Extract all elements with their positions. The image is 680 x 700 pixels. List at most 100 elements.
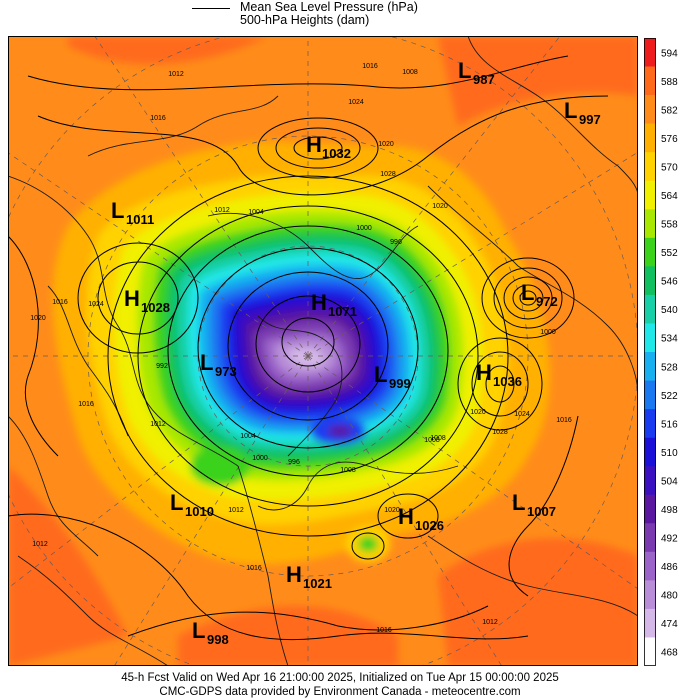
- pressure-center-low: L 987: [458, 58, 495, 87]
- isobar-label: 1008: [430, 435, 446, 442]
- colorbar-label: 480: [661, 591, 678, 602]
- center-letter: L: [170, 490, 183, 515]
- isobar-label: 1024: [514, 411, 530, 418]
- center-letter: H: [306, 132, 322, 157]
- data-credit-text: CMC-GDPS data provided by Environment Ca…: [159, 686, 521, 698]
- center-value: 998: [207, 632, 229, 647]
- isobar-labels: 1012 1016 1016 1008 1020 1024 1028 1012 …: [30, 63, 572, 634]
- center-letter: H: [476, 360, 492, 385]
- isobar-label: 1008: [340, 467, 356, 474]
- pressure-center-low: L 999: [374, 362, 411, 391]
- center-value: 997: [579, 112, 601, 127]
- colorbar: 594 588 582 576 570 564 558 552 546 540 534 528 522 5…: [644, 38, 678, 666]
- colorbar-label: 564: [661, 191, 678, 202]
- colorbar-label: 540: [661, 305, 678, 316]
- isobar-label: 1008: [402, 69, 418, 76]
- colorbar-label: 498: [661, 505, 678, 516]
- center-letter: H: [286, 562, 302, 587]
- isobar-label: 1020: [470, 409, 486, 416]
- pressure-centers: L 987 L 997 H 1032 L 1011 H 1028 H 1071 L 972 L…: [111, 58, 601, 647]
- isobar-label: 1020: [432, 203, 448, 210]
- isobar-legend-line: [192, 8, 230, 9]
- isobar-label: 1000: [356, 225, 372, 232]
- center-letter: L: [111, 198, 124, 223]
- closed-low-core: [328, 425, 352, 437]
- pressure-center-high: H 1026: [398, 504, 444, 533]
- isobar-label: 1004: [240, 433, 256, 440]
- colorbar-label: 516: [661, 419, 678, 430]
- center-value: 1028: [141, 300, 170, 315]
- polar-map: 1012 1016 1016 1008 1020 1024 1028 1012 …: [8, 36, 638, 666]
- colorbar-label: 492: [661, 534, 678, 545]
- height-field-588: [8, 36, 638, 666]
- pressure-center-high: H 1028: [124, 286, 170, 315]
- isobar-label: 1012: [214, 207, 230, 214]
- isobar-label: 996: [390, 239, 402, 246]
- isobar-label: 1008: [424, 437, 440, 444]
- colorbar-swatch: [644, 323, 656, 353]
- pressure-center-low: L 973: [200, 350, 237, 379]
- forecast-valid-text: 45-h Fcst Valid on Wed Apr 16 21:00:00 2…: [121, 672, 559, 684]
- center-letter: L: [512, 490, 525, 515]
- center-letter: H: [124, 286, 140, 311]
- colorbar-label: 576: [661, 134, 678, 145]
- colorbar-label: 546: [661, 277, 678, 288]
- center-value: 987: [473, 72, 495, 87]
- center-value: 1036: [493, 374, 522, 389]
- pressure-center-high: H 1032: [306, 132, 351, 161]
- isobar-label: 1024: [348, 99, 364, 106]
- center-letter: L: [564, 98, 577, 123]
- map-border: [8, 36, 638, 666]
- center-value: 1032: [322, 146, 351, 161]
- pressure-center-low: L 997: [564, 98, 601, 127]
- coastlines: [8, 36, 638, 666]
- isobar-label: 1012: [168, 71, 184, 78]
- pressure-center-low: L 1010: [170, 490, 214, 519]
- colorbar-swatch: [644, 180, 656, 210]
- isobar-label: 1020: [378, 141, 394, 148]
- pressure-center-low: L 1011: [111, 198, 154, 227]
- isobar-label: 1000: [540, 329, 556, 336]
- pressure-center-low: L 998: [192, 618, 229, 647]
- colorbar-label: 468: [661, 648, 678, 659]
- center-value: 1011: [126, 212, 154, 227]
- isobar-label: 1024: [88, 301, 104, 308]
- colorbar-swatch: [644, 437, 656, 467]
- colorbar-swatch: [644, 352, 656, 381]
- isobar-label: 1016: [246, 565, 262, 572]
- pressure-center-high: H 1036: [476, 360, 522, 389]
- map-legend: Mean Sea Level Pressure (hPa) 500-hPa He…: [0, 0, 680, 36]
- pressure-center-low: L 972: [521, 280, 558, 309]
- center-value: 1007: [527, 504, 556, 519]
- colorbar-swatch: [644, 266, 656, 296]
- isobar-label: 1020: [30, 315, 46, 322]
- colorbar-label: 582: [661, 105, 678, 116]
- colorbar-border: [644, 38, 656, 666]
- center-letter: L: [374, 362, 387, 387]
- center-value: 999: [389, 376, 411, 391]
- colorbar-swatch: [644, 66, 656, 96]
- isobar-label: 1016: [362, 63, 378, 70]
- colorbar-swatch: [644, 494, 656, 524]
- center-value: 973: [215, 364, 237, 379]
- colorbar-swatch: [644, 152, 656, 182]
- isobar-label: 1012: [150, 421, 166, 428]
- isobars: [8, 55, 609, 641]
- center-letter: L: [521, 280, 534, 305]
- colorbar-swatch: [644, 580, 656, 610]
- colorbar-swatch: [644, 608, 656, 638]
- colorbar-label: 510: [661, 448, 678, 459]
- colorbar-swatch: [644, 409, 656, 438]
- center-letter: H: [398, 504, 414, 529]
- colorbar-swatch: [644, 466, 656, 496]
- isobar-label: 1016: [78, 401, 94, 408]
- colorbar-label: 522: [661, 391, 678, 402]
- isobar-label: 1016: [52, 299, 68, 306]
- colorbar-swatch: [644, 95, 656, 124]
- colorbar-label: 528: [661, 362, 678, 373]
- isobar-label: 1012: [482, 619, 498, 626]
- colorbar-swatch: [644, 237, 656, 267]
- isobar-label: 992: [156, 363, 168, 370]
- colorbar-swatch: [644, 38, 656, 67]
- colorbar-swatch: [644, 637, 656, 666]
